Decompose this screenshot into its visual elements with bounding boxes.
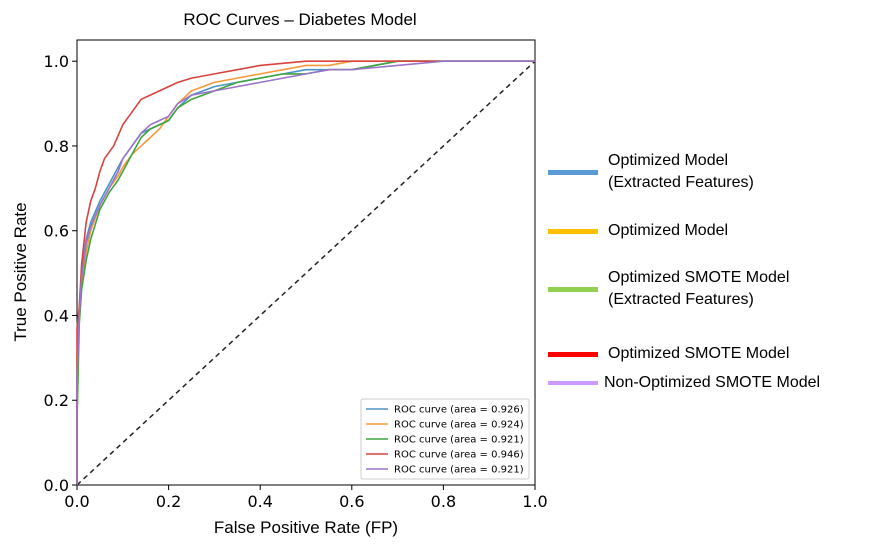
model-legend-item: Non-Optimized SMOTE Model (548, 372, 820, 394)
inner-legend-label: ROC curve (area = 0.921) (394, 465, 524, 476)
x-tick-label: 0.0 (64, 492, 89, 511)
model-legend-swatch (548, 351, 598, 357)
x-tick-label: 1.0 (522, 492, 547, 511)
x-tick-label: 0.2 (156, 492, 181, 511)
y-tick-label: 0.6 (44, 222, 69, 241)
model-legend-label: Optimized Model (608, 222, 729, 239)
y-tick-label: 1.0 (44, 52, 69, 71)
model-legend-item: Optimized Model (548, 220, 728, 242)
x-tick-label: 0.6 (339, 492, 364, 511)
y-tick-label: 0.0 (44, 476, 69, 495)
series-layer (76, 60, 536, 486)
plot-frame (76, 39, 536, 486)
plot-area: 0.0 0.2 0.4 0.6 0.8 1.0 0.0 0.2 0.4 0.6 0.8 1.0 (44, 39, 548, 511)
inner-legend-label: ROC curve (area = 0.926) (394, 405, 524, 416)
model-legend-swatch (548, 381, 598, 385)
x-axis-label: False Positive Rate (FP) (214, 518, 398, 537)
y-axis-label: True Positive Rate (11, 202, 30, 341)
model-legend-swatch (548, 286, 598, 292)
inner-legend-box (360, 398, 530, 480)
roc-series-line-4 (76, 60, 535, 485)
model-legend-label: Optimized SMOTE Model (608, 345, 790, 362)
model-legend-item: Optimized SMOTE Model (548, 343, 789, 365)
y-tick-label: 0.2 (44, 391, 69, 410)
model-legend-swatch (548, 169, 598, 175)
inner-legend-label: ROC curve (area = 0.946) (394, 450, 524, 461)
x-tick-label: 0.8 (431, 492, 456, 511)
model-legend-item: Optimized Model (Extracted Features) (548, 150, 754, 194)
model-legend-swatch (548, 228, 598, 234)
roc-series-line-5 (76, 60, 535, 485)
y-tick-label: 0.8 (44, 137, 69, 156)
model-legend-item: Optimized SMOTE Model (Extracted Feature… (548, 267, 789, 311)
model-legend-label: Optimized SMOTE Model (Extracted Feature… (608, 269, 790, 308)
model-legend-label: Optimized Model (Extracted Features) (608, 152, 754, 191)
inner-legend-label: ROC curve (area = 0.924) (394, 420, 524, 431)
model-legend-label: Non-Optimized SMOTE Model (604, 374, 821, 391)
chart-title: ROC Curves – Diabetes Model (183, 10, 416, 29)
inner-legend-items: ROC curve (area = 0.926) ROC curve (area … (366, 405, 524, 476)
inner-legend: ROC curve (area = 0.926) ROC curve (area … (360, 398, 530, 480)
x-tick-label: 0.4 (247, 492, 272, 511)
ticks-layer: 0.0 0.2 0.4 0.6 0.8 1.0 0.0 0.2 0.4 0.6 0.8 1.0 (44, 52, 548, 511)
inner-legend-label: ROC curve (area = 0.921) (394, 435, 524, 446)
y-tick-label: 0.4 (44, 306, 69, 325)
